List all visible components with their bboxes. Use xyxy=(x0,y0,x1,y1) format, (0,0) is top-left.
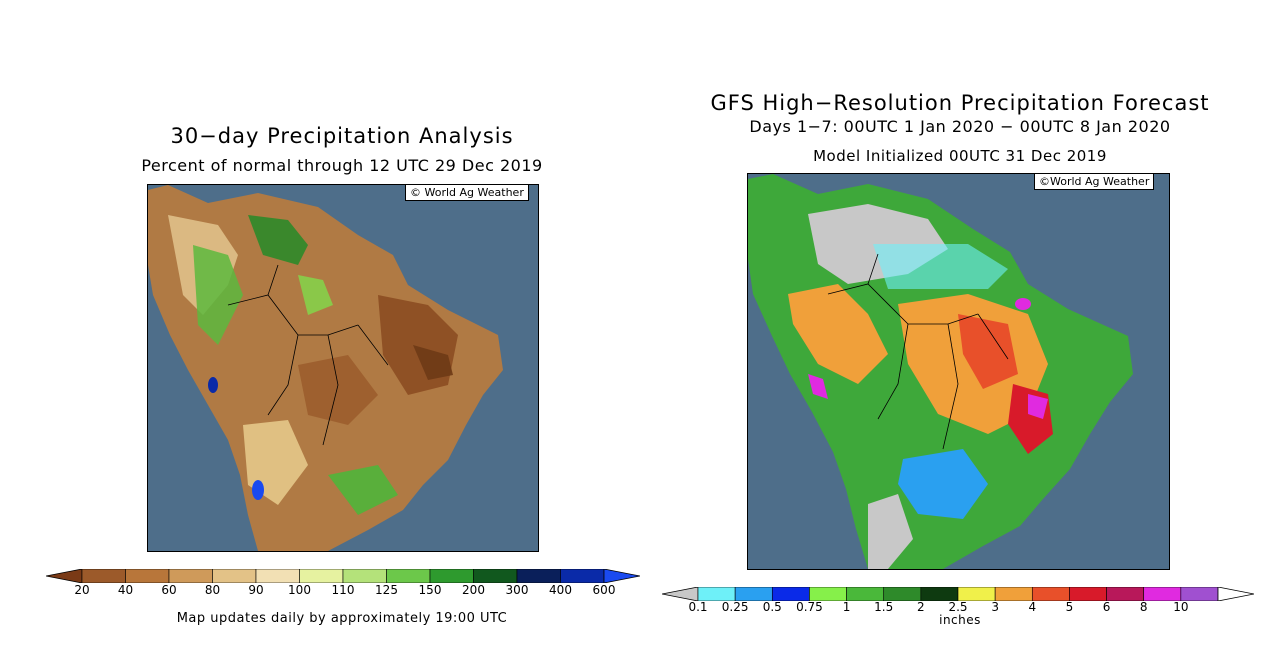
right-map xyxy=(747,173,1170,570)
colorbar-cap-low xyxy=(45,568,83,584)
colorbar-tick-label: 4 xyxy=(1028,600,1037,614)
colorbar-swatch xyxy=(299,568,344,584)
right-colorbar-unit: inches xyxy=(939,613,981,627)
colorbar-tick-label: 125 xyxy=(375,583,398,597)
colorbar-swatch xyxy=(957,586,996,602)
colorbar-swatch xyxy=(771,586,810,602)
colorbar-swatch xyxy=(473,568,518,584)
colorbar-tick-label: 0.75 xyxy=(796,600,823,614)
colorbar-tick-label: 2.5 xyxy=(948,600,968,614)
colorbar-swatch xyxy=(883,586,922,602)
colorbar-cap-high xyxy=(1217,586,1255,602)
colorbar-tick-label: 0.1 xyxy=(688,600,708,614)
colorbar-cap-low xyxy=(661,586,699,602)
right-title: GFS High−Resolution Precipitation Foreca… xyxy=(710,91,1210,115)
left-colorbar xyxy=(45,568,641,587)
colorbar-tick-label: 100 xyxy=(288,583,311,597)
colorbar-swatch xyxy=(516,568,561,584)
colorbar-swatch xyxy=(429,568,474,584)
colorbar-swatch xyxy=(1180,586,1219,602)
colorbar-tick-label: 20 xyxy=(74,583,90,597)
colorbar-tick-label: 1.5 xyxy=(874,600,894,614)
right-init-line: Model Initialized 00UTC 31 Dec 2019 xyxy=(813,147,1107,165)
colorbar-tick-label: 60 xyxy=(161,583,177,597)
colorbar-tick-label: 5 xyxy=(1065,600,1074,614)
colorbar-swatch xyxy=(386,568,431,584)
colorbar-swatch xyxy=(1069,586,1107,602)
colorbar-swatch xyxy=(255,568,300,584)
left-credit: © World Ag Weather xyxy=(405,184,529,201)
colorbar-tick-label: 150 xyxy=(418,583,442,597)
colorbar-tick-label: 6 xyxy=(1102,600,1111,614)
colorbar-swatch xyxy=(697,586,736,602)
colorbar-tick-label: 0.25 xyxy=(721,600,749,614)
right-colorbar-ticks: 0.1 0.25 0.5 0.75 1 1.5 2 2.5 3 4 5 6 8 10 xyxy=(662,600,1254,616)
left-footer-note: Map updates daily by approximately 19:00… xyxy=(176,611,508,626)
colorbar-tick-label: 10 xyxy=(1173,600,1189,614)
colorbar-swatch xyxy=(168,568,213,584)
colorbar-tick-label: 2 xyxy=(917,600,925,614)
colorbar-swatch xyxy=(846,586,885,602)
colorbar-tick-label: 0.5 xyxy=(762,600,782,614)
right-colorbar xyxy=(661,586,1255,605)
left-map xyxy=(147,184,539,552)
colorbar-swatch xyxy=(1106,586,1145,602)
right-subtitle: Days 1−7: 00UTC 1 Jan 2020 − 00UTC 8 Jan… xyxy=(749,117,1171,136)
colorbar-swatch xyxy=(920,586,959,602)
colorbar-tick-label: 80 xyxy=(204,583,221,597)
colorbar-swatch xyxy=(342,568,387,584)
colorbar-swatch xyxy=(1031,586,1070,602)
colorbar-tick-label: 600 xyxy=(592,583,616,597)
colorbar-tick-label: 8 xyxy=(1139,600,1148,614)
colorbar-swatch xyxy=(81,568,126,584)
colorbar-tick-label: 1 xyxy=(842,600,851,614)
left-subtitle: Percent of normal through 12 UTC 29 Dec … xyxy=(141,156,543,175)
left-title: 30−day Precipitation Analysis xyxy=(170,124,514,148)
colorbar-swatch xyxy=(560,568,605,584)
colorbar-tick-label: 40 xyxy=(117,583,134,597)
colorbar-tick-label: 300 xyxy=(505,583,529,597)
colorbar-swatch xyxy=(125,568,170,584)
colorbar-tick-label: 400 xyxy=(549,583,572,597)
left-colorbar-ticks: 20 40 60 80 90 100 110 125 150 200 300 400 600 xyxy=(46,583,640,599)
colorbar-swatch xyxy=(212,568,257,584)
right-credit: ©World Ag Weather xyxy=(1034,173,1155,190)
colorbar-swatch xyxy=(1143,586,1182,602)
colorbar-tick-label: 110 xyxy=(331,583,355,597)
colorbar-swatch xyxy=(994,586,1033,602)
colorbar-tick-label: 90 xyxy=(248,583,264,597)
colorbar-tick-label: 200 xyxy=(462,583,485,597)
colorbar-cap-high xyxy=(603,568,641,584)
colorbar-tick-label: 3 xyxy=(991,600,999,614)
colorbar-swatch xyxy=(734,586,773,602)
colorbar-swatch xyxy=(809,586,847,602)
